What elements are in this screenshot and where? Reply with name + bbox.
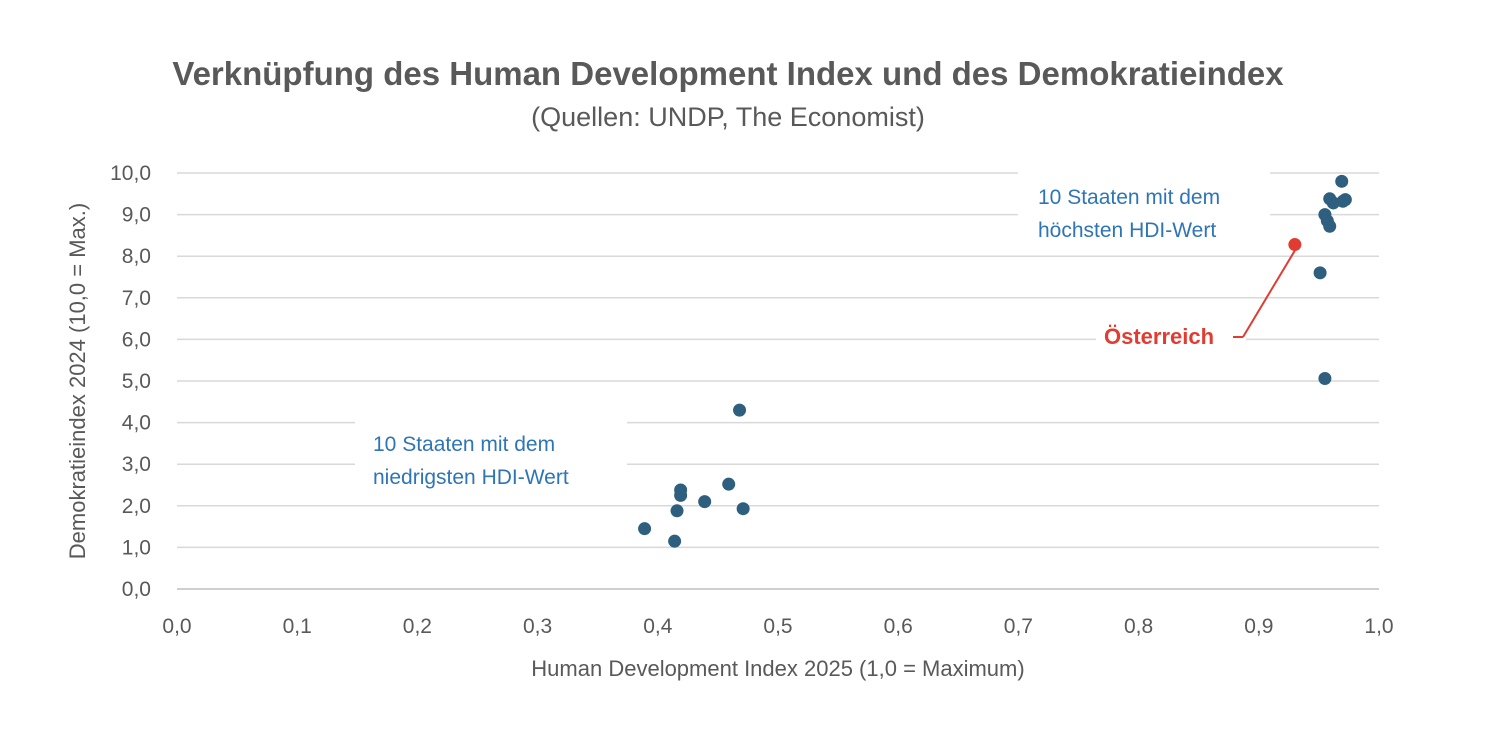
y-tick-label: 2,0 (122, 495, 151, 518)
data-point (670, 504, 684, 518)
y-axis-ticks: 0,0 1,0 2,0 3,0 4,0 5,0 6,0 7,0 8,0 9,0 10,0 (110, 162, 151, 601)
data-point (1318, 372, 1332, 386)
x-tick-label: 0,6 (884, 615, 913, 638)
data-points (638, 174, 1352, 548)
y-tick-label: 9,0 (122, 204, 151, 227)
y-tick-label: 4,0 (122, 412, 151, 435)
data-point (638, 522, 652, 536)
y-tick-label: 5,0 (122, 370, 151, 393)
data-point (733, 403, 747, 417)
y-tick-label: 7,0 (122, 287, 151, 310)
y-tick-label: 6,0 (122, 328, 151, 351)
data-point (698, 495, 712, 509)
x-tick-label: 0,9 (1244, 615, 1273, 638)
data-point (668, 534, 682, 548)
annotation-high-line2: höchsten HDI-Wert (1038, 219, 1216, 242)
highlight-leader-line (1242, 250, 1296, 338)
y-tick-label: 8,0 (122, 245, 151, 268)
chart-subtitle: (Quellen: UNDP, The Economist) (531, 102, 925, 132)
annotation-high-line1: 10 Staaten mit dem (1038, 186, 1220, 209)
highlight-point (1288, 238, 1302, 252)
data-point (722, 477, 736, 491)
x-tick-label: 0,5 (763, 615, 792, 638)
highlight-label: Österreich (1104, 324, 1214, 349)
data-point (736, 502, 750, 516)
y-tick-label: 0,0 (122, 578, 151, 601)
x-axis-ticks: 0,0 0,1 0,2 0,3 0,4 0,5 0,6 0,7 0,8 0,9 1,0 (162, 615, 1393, 638)
x-tick-label: 0,4 (643, 615, 673, 638)
annotation-low-line1: 10 Staaten mit dem (373, 433, 555, 456)
data-point (1335, 174, 1349, 188)
x-tick-label: 0,2 (403, 615, 432, 638)
data-point (1326, 196, 1340, 210)
highlight-label-background (1096, 318, 1246, 356)
annotation-low-background (355, 415, 627, 501)
data-point (1313, 266, 1327, 280)
x-tick-label: 0,8 (1124, 615, 1153, 638)
y-tick-label: 10,0 (110, 162, 151, 185)
annotation-high-background (1018, 166, 1270, 252)
y-tick-label: 3,0 (122, 453, 151, 476)
x-tick-label: 0,3 (523, 615, 552, 638)
chart-title: Verknüpfung des Human Development Index … (172, 55, 1284, 92)
y-axis-title: Demokratieindex 2024 (10,0 = Max.) (65, 203, 90, 559)
x-tick-label: 0,0 (162, 615, 191, 638)
data-point (674, 483, 688, 497)
x-axis-title: Human Development Index 2025 (1,0 = Maxi… (531, 656, 1024, 681)
data-point (1323, 219, 1337, 233)
data-point (1338, 193, 1352, 207)
x-tick-label: 0,7 (1004, 615, 1033, 638)
x-tick-label: 1,0 (1364, 615, 1393, 638)
x-tick-label: 0,1 (283, 615, 312, 638)
annotation-low-line2: niedrigsten HDI-Wert (373, 466, 569, 489)
y-tick-label: 1,0 (122, 536, 151, 559)
